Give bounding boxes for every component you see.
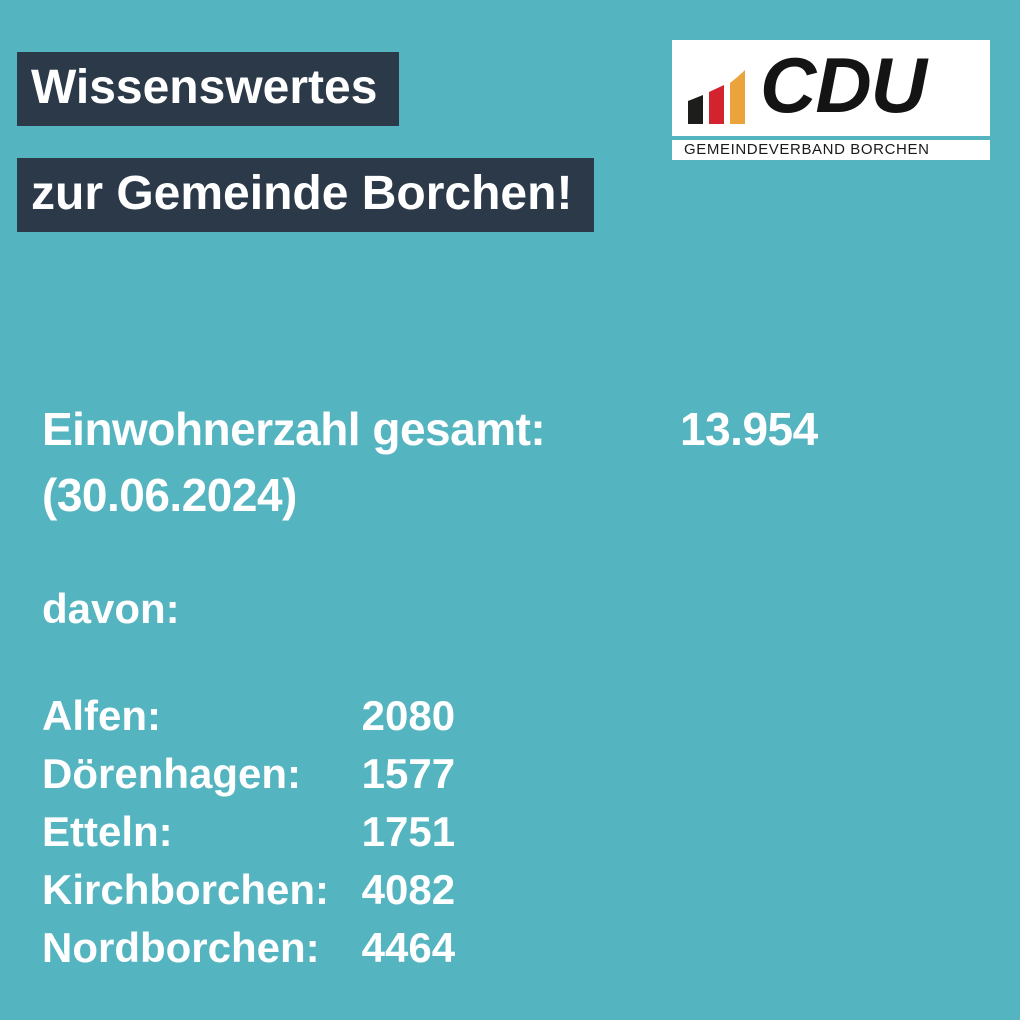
total-population-label: Einwohnerzahl gesamt: (42, 403, 546, 455)
headline-line-1: Wissenswertes (17, 52, 400, 126)
district-list: Alfen: 2080 Dörenhagen: 1577 Etteln: 175… (42, 692, 455, 982)
headline-line-2: zur Gemeinde Borchen! (17, 158, 595, 232)
district-row-nordborchen: Nordborchen: 4464 (42, 924, 455, 982)
district-name: Kirchborchen: (42, 866, 330, 913)
district-value: 4082 (361, 866, 456, 913)
cdu-logo-main: CDU (672, 40, 990, 136)
district-row-kirchborchen: Kirchborchen: 4082 (42, 866, 455, 924)
district-value: 4464 (361, 924, 456, 971)
breakdown-label: davon: (42, 585, 180, 632)
district-name: Etteln: (42, 808, 173, 855)
district-value: 2080 (361, 692, 456, 739)
district-value: 1577 (361, 750, 456, 797)
cdu-logo: CDU GEMEINDEVERBAND BORCHEN (672, 40, 990, 160)
district-name: Alfen: (42, 692, 161, 739)
district-row-doerenhagen: Dörenhagen: 1577 (42, 750, 455, 808)
district-value: 1751 (361, 808, 456, 855)
cdu-bars-icon (688, 70, 745, 124)
total-population-row: Einwohnerzahl gesamt: 13.954 (42, 402, 818, 456)
district-row-alfen: Alfen: 2080 (42, 692, 455, 750)
cdu-wordmark: CDU (760, 41, 927, 129)
district-name: Dörenhagen: (42, 750, 302, 797)
reference-date: (30.06.2024) (42, 469, 297, 521)
district-row-etteln: Etteln: 1751 (42, 808, 455, 866)
district-name: Nordborchen: (42, 924, 320, 971)
total-population-value: 13.954 (680, 403, 818, 455)
cdu-suborg-label: GEMEINDEVERBAND BORCHEN (672, 140, 990, 160)
